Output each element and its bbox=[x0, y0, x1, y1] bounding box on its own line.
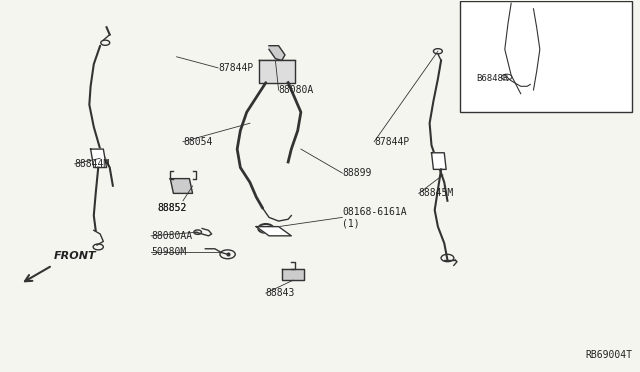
Polygon shape bbox=[91, 149, 106, 167]
Text: 88899: 88899 bbox=[342, 168, 372, 178]
Text: FRONT: FRONT bbox=[54, 251, 96, 261]
Text: 88852: 88852 bbox=[157, 203, 187, 213]
Text: RB69004T: RB69004T bbox=[585, 350, 632, 359]
Polygon shape bbox=[269, 46, 285, 61]
Text: 88844M: 88844M bbox=[75, 159, 110, 169]
Polygon shape bbox=[431, 153, 446, 169]
Text: 87844P: 87844P bbox=[374, 137, 410, 147]
Text: B6848R: B6848R bbox=[476, 74, 508, 83]
Text: 88845M: 88845M bbox=[419, 188, 454, 198]
Text: 88080A: 88080A bbox=[278, 85, 314, 95]
Text: 50980M: 50980M bbox=[151, 247, 186, 257]
Text: 88852: 88852 bbox=[157, 203, 187, 213]
Text: 88054: 88054 bbox=[183, 137, 212, 147]
Bar bbox=[460, 1, 632, 112]
Text: 08168-6161A
(1): 08168-6161A (1) bbox=[342, 206, 407, 228]
Polygon shape bbox=[282, 269, 304, 280]
Text: 88080AA: 88080AA bbox=[151, 231, 192, 241]
Text: 88843: 88843 bbox=[266, 288, 295, 298]
Polygon shape bbox=[170, 179, 193, 193]
Text: 87844P: 87844P bbox=[218, 63, 253, 73]
Polygon shape bbox=[259, 61, 294, 83]
Polygon shape bbox=[256, 227, 291, 236]
